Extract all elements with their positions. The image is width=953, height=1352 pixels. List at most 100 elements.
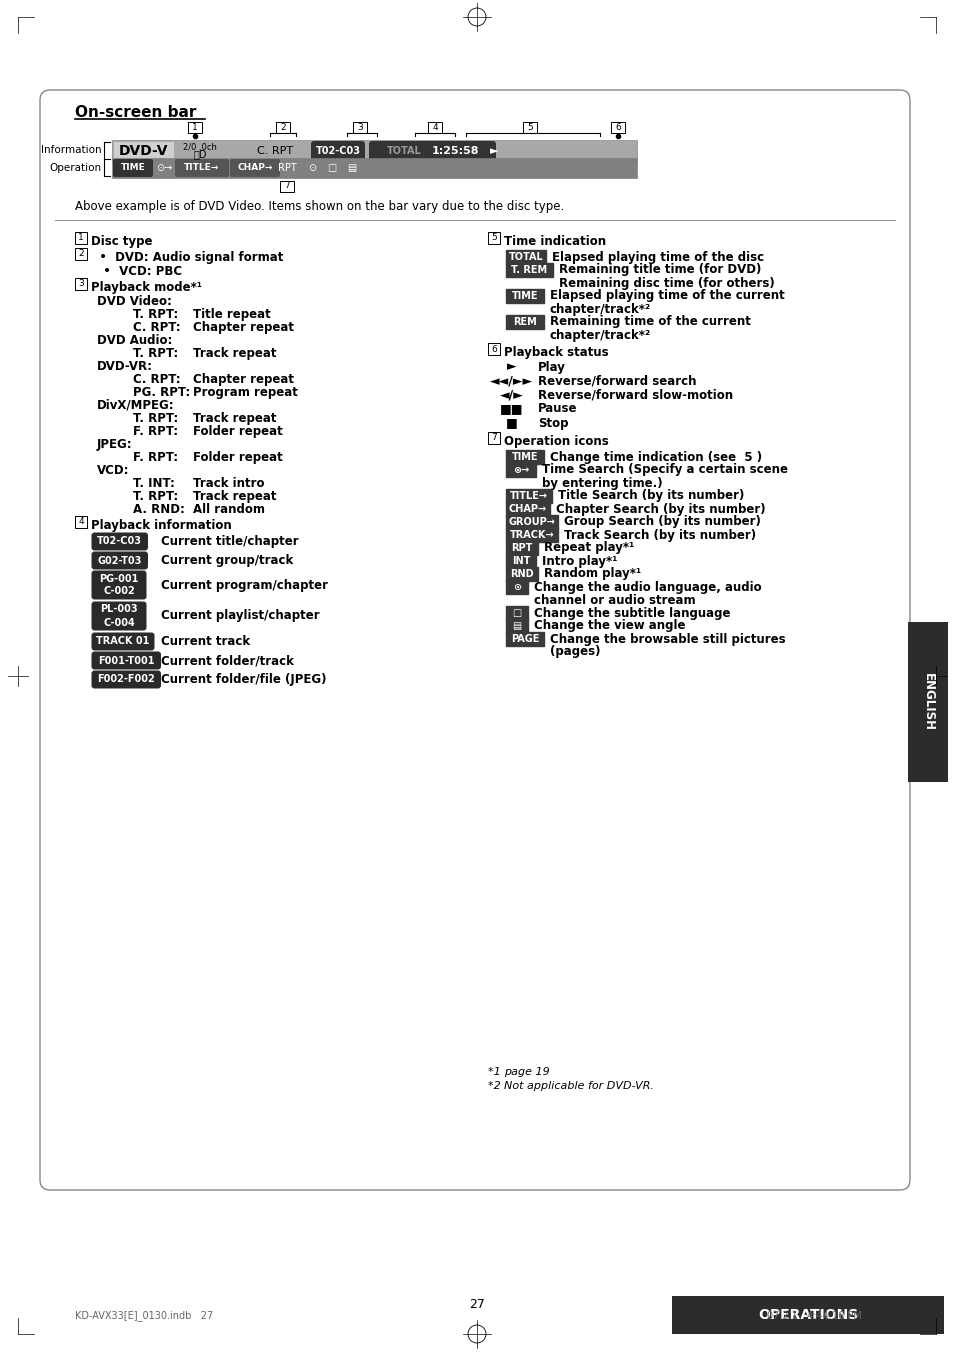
Text: 07.2.1   4:44:16 PM: 07.2.1 4:44:16 PM — [766, 1311, 862, 1321]
Text: C. RPT:: C. RPT: — [132, 373, 180, 387]
Text: Current folder/file (JPEG): Current folder/file (JPEG) — [161, 673, 326, 685]
Text: Repeat play*¹: Repeat play*¹ — [543, 542, 634, 554]
Text: Playback mode*¹: Playback mode*¹ — [91, 281, 202, 293]
Text: OPERATIONS: OPERATIONS — [757, 1307, 858, 1322]
Text: by entering time.): by entering time.) — [541, 476, 662, 489]
FancyBboxPatch shape — [91, 652, 161, 669]
Text: Operation: Operation — [50, 164, 102, 173]
Text: Play: Play — [537, 361, 565, 373]
Bar — [505, 250, 546, 264]
Text: A. RND:: A. RND: — [132, 503, 185, 516]
Bar — [75, 279, 87, 289]
Bar — [488, 343, 499, 356]
FancyBboxPatch shape — [40, 91, 909, 1190]
Text: 3: 3 — [78, 280, 84, 288]
Text: 5: 5 — [491, 234, 497, 242]
Text: TRACK 01: TRACK 01 — [96, 637, 150, 646]
Text: TRACK→: TRACK→ — [509, 530, 554, 539]
Bar — [505, 541, 537, 556]
Bar — [353, 122, 367, 132]
Text: ⦻D: ⦻D — [193, 149, 207, 160]
Bar — [112, 141, 637, 162]
Text: PL-003: PL-003 — [100, 604, 137, 615]
FancyBboxPatch shape — [112, 160, 152, 177]
Text: VCD:: VCD: — [97, 464, 130, 477]
Text: 6: 6 — [615, 123, 620, 132]
Text: Chapter repeat: Chapter repeat — [193, 320, 294, 334]
Text: CHAP→: CHAP→ — [508, 504, 546, 514]
Text: chapter/track*²: chapter/track*² — [550, 303, 651, 315]
Text: 1: 1 — [78, 234, 84, 242]
Text: Time Search (Specify a certain scene: Time Search (Specify a certain scene — [541, 464, 787, 476]
Text: F002-F002: F002-F002 — [97, 675, 155, 684]
Text: Information: Information — [41, 145, 102, 155]
Bar — [610, 122, 624, 132]
Text: F. RPT:: F. RPT: — [132, 425, 178, 438]
Text: PG. RPT:: PG. RPT: — [132, 387, 190, 399]
Text: Elapsed playing time of the current: Elapsed playing time of the current — [550, 289, 784, 303]
Bar — [505, 529, 558, 542]
Text: ▤: ▤ — [347, 164, 356, 173]
FancyBboxPatch shape — [230, 160, 280, 177]
Text: 2/0 .0ch: 2/0 .0ch — [183, 142, 216, 151]
Bar — [188, 122, 202, 132]
Text: T. RPT:: T. RPT: — [132, 347, 178, 360]
FancyBboxPatch shape — [369, 141, 496, 161]
FancyBboxPatch shape — [91, 533, 148, 550]
Text: Current program/chapter: Current program/chapter — [161, 579, 328, 592]
Text: On-screen bar: On-screen bar — [75, 105, 196, 120]
Bar — [280, 181, 294, 192]
Text: CHAP→: CHAP→ — [237, 164, 273, 173]
Text: chapter/track*²: chapter/track*² — [550, 329, 651, 342]
Text: ◄/►: ◄/► — [499, 388, 523, 402]
Text: 7: 7 — [491, 434, 497, 442]
Text: F. RPT:: F. RPT: — [132, 452, 178, 464]
Text: Not applicable for DVD-VR.: Not applicable for DVD-VR. — [503, 1082, 654, 1091]
Bar — [75, 247, 87, 260]
FancyBboxPatch shape — [91, 633, 154, 650]
Text: Folder repeat: Folder repeat — [193, 425, 282, 438]
Text: DVD Video:: DVD Video: — [97, 295, 172, 308]
Text: Playback status: Playback status — [503, 346, 608, 360]
Text: Elapsed playing time of the disc: Elapsed playing time of the disc — [552, 250, 763, 264]
Text: 1:25:58: 1:25:58 — [431, 146, 478, 155]
Text: TOTAL: TOTAL — [387, 146, 421, 155]
Bar — [522, 122, 537, 132]
Text: Disc type: Disc type — [91, 235, 152, 247]
Text: *2: *2 — [488, 1082, 507, 1091]
Text: INT: INT — [511, 556, 530, 566]
Text: Chapter Search (by its number): Chapter Search (by its number) — [556, 503, 765, 515]
Text: 27: 27 — [469, 1298, 484, 1310]
Text: Change the subtitle language: Change the subtitle language — [534, 607, 730, 619]
Bar — [907, 622, 947, 781]
Bar — [505, 450, 543, 464]
Text: T02-C03: T02-C03 — [315, 146, 360, 155]
Text: C-004: C-004 — [103, 618, 134, 627]
Text: Remaining title time (for DVD): Remaining title time (for DVD) — [558, 264, 760, 277]
Text: ◄◄/►►: ◄◄/►► — [490, 375, 533, 388]
Text: •  DVD: Audio signal format: • DVD: Audio signal format — [91, 251, 283, 264]
Bar — [488, 433, 499, 443]
Text: TIME: TIME — [511, 452, 537, 462]
Text: ►: ► — [489, 146, 497, 155]
Text: 3: 3 — [356, 123, 362, 132]
FancyBboxPatch shape — [91, 552, 148, 569]
Text: GROUP→: GROUP→ — [508, 516, 555, 527]
Text: C. RPT:: C. RPT: — [132, 320, 180, 334]
Text: Current group/track: Current group/track — [161, 554, 293, 566]
Bar — [275, 122, 290, 132]
Bar — [488, 233, 499, 243]
Bar — [112, 158, 637, 178]
Bar — [505, 619, 527, 633]
Text: Reverse/forward slow-motion: Reverse/forward slow-motion — [537, 388, 732, 402]
Bar — [505, 566, 537, 581]
FancyBboxPatch shape — [91, 602, 147, 630]
Text: T02-C03: T02-C03 — [97, 537, 142, 546]
Text: 2: 2 — [78, 250, 84, 258]
Text: ⊙: ⊙ — [308, 164, 315, 173]
Text: Change time indication (see  5 ): Change time indication (see 5 ) — [550, 450, 761, 464]
Text: T. REM: T. REM — [511, 265, 547, 274]
FancyBboxPatch shape — [91, 671, 161, 688]
Text: T. INT:: T. INT: — [132, 477, 174, 489]
Text: 7: 7 — [284, 181, 290, 191]
